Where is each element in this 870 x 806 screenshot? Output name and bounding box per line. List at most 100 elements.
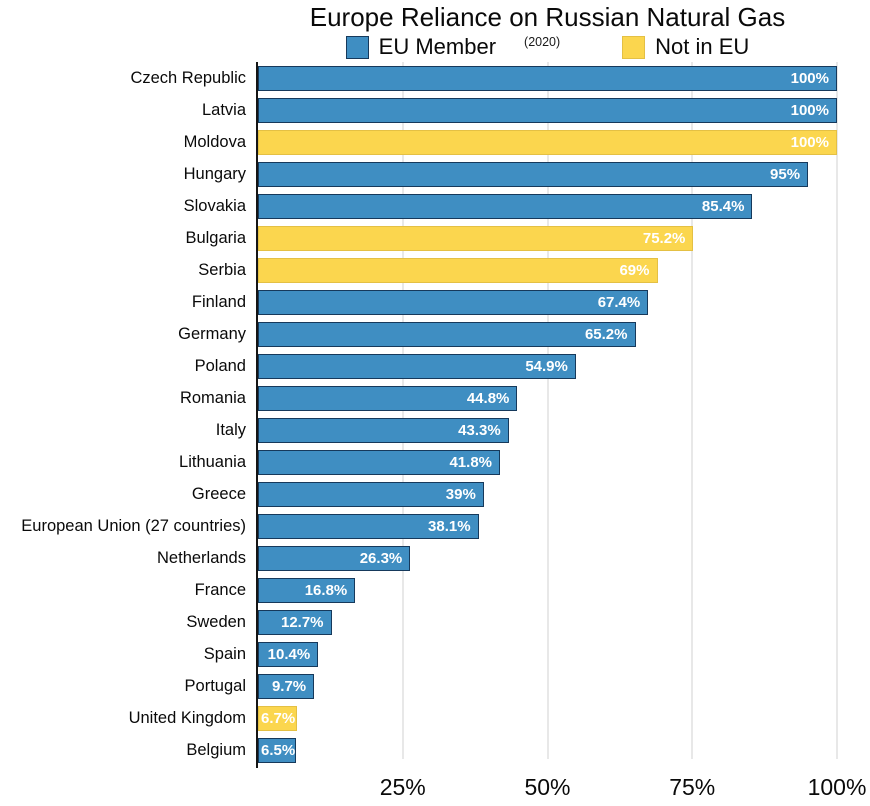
bar: 100% <box>258 97 837 123</box>
bar-row: Portugal 9.7% <box>0 670 870 702</box>
legend-label-not-in-eu: Not in EU <box>655 34 750 59</box>
country-label: Greece <box>191 484 246 503</box>
bar-value-label: 43.3% <box>458 421 501 439</box>
bar-track: 85.4% <box>258 193 837 219</box>
bar-track: 12.7% <box>258 609 837 635</box>
bar-row: Poland 54.9% <box>0 350 870 382</box>
bar-row: Slovakia 85.4% <box>0 190 870 222</box>
bar: 38.1% <box>258 513 479 539</box>
bar: 16.8% <box>258 577 356 603</box>
bar-value-label: 100% <box>790 69 829 87</box>
bar-track: 100% <box>258 65 837 91</box>
bar: 6.5% <box>258 737 296 763</box>
bar-track: 65.2% <box>258 321 837 347</box>
bar-track: 39% <box>258 481 837 507</box>
country-label: Portugal <box>184 676 246 695</box>
bar-value-label: 100% <box>790 101 829 119</box>
bar-value-label: 95% <box>770 165 801 183</box>
x-tick-label: 50% <box>524 774 571 800</box>
bar-row: Spain 10.4% <box>0 638 870 670</box>
bar-value-label: 69% <box>619 261 650 279</box>
bar-track: 100% <box>258 129 837 155</box>
bar-value-label: 85.4% <box>701 197 745 215</box>
bar-row: Latvia 100% <box>0 94 870 126</box>
bar: 69% <box>258 257 658 283</box>
bar: 100% <box>258 65 837 91</box>
bar: 75.2% <box>258 225 694 251</box>
bar-row: Bulgaria 75.2% <box>0 222 870 254</box>
bar: 12.7% <box>258 609 332 635</box>
bar-track: 26.3% <box>258 545 837 571</box>
bar-track: 9.7% <box>258 673 837 699</box>
bar-track: 100% <box>258 97 837 123</box>
bar-row: European Union (27 countries) 38.1% <box>0 510 870 542</box>
bar-track: 44.8% <box>258 385 837 411</box>
bar-row: Lithuania 41.8% <box>0 446 870 478</box>
bar: 100% <box>258 129 837 155</box>
bar-rows: Czech Republic 100% Latvia 100% Moldova 100% H… <box>0 62 870 766</box>
bar-value-label: 39% <box>445 485 476 503</box>
bar-row: Czech Republic 100% <box>0 62 870 94</box>
country-label: Bulgaria <box>185 228 246 247</box>
country-label: Sweden <box>186 612 246 631</box>
bar-value-label: 44.8% <box>466 389 510 407</box>
bar-track: 54.9% <box>258 353 837 379</box>
bar-value-label: 9.7% <box>271 677 307 695</box>
x-tick-label: 25% <box>379 774 426 800</box>
bar-value-label: 10.4% <box>267 645 311 663</box>
chart-title: Europe Reliance on Russian Natural Gas <box>309 2 786 32</box>
bar-row: Sweden 12.7% <box>0 606 870 638</box>
legend: EU Member (2020) Not in EU <box>258 32 837 62</box>
bar: 43.3% <box>258 417 509 443</box>
bar-row: Moldova 100% <box>0 126 870 158</box>
bar-value-label: 26.3% <box>359 549 403 567</box>
bar: 65.2% <box>258 321 636 347</box>
bar-track: 38.1% <box>258 513 837 539</box>
country-label: Moldova <box>183 132 246 151</box>
bar-value-label: 16.8% <box>304 581 348 599</box>
country-label: Spain <box>203 644 246 663</box>
bar-row: Serbia 69% <box>0 254 870 286</box>
country-label: Latvia <box>201 100 246 119</box>
bar-row: Belgium 6.5% <box>0 734 870 766</box>
bar-row: France 16.8% <box>0 574 870 606</box>
bar-value-label: 54.9% <box>525 357 568 375</box>
country-label: Germany <box>178 324 246 343</box>
bar-value-label: 67.4% <box>597 293 641 311</box>
chart-header: Europe Reliance on Russian Natural Gas E… <box>0 0 870 62</box>
eu-member-swatch-icon <box>345 35 369 59</box>
country-label: Netherlands <box>157 548 246 567</box>
bar-track: 6.5% <box>258 737 837 763</box>
country-label: Poland <box>194 356 246 375</box>
bar-track: 16.8% <box>258 577 837 603</box>
bar-value-label: 65.2% <box>584 325 628 343</box>
country-label: European Union (27 countries) <box>21 516 246 535</box>
bar-row: Netherlands 26.3% <box>0 542 870 574</box>
bar: 26.3% <box>258 545 411 571</box>
bar: 9.7% <box>258 673 315 699</box>
country-label: Hungary <box>183 164 246 183</box>
bar-track: 95% <box>258 161 837 187</box>
bar-row: Romania 44.8% <box>0 382 870 414</box>
bar-row: Germany 65.2% <box>0 318 870 350</box>
bar-track: 67.4% <box>258 289 837 315</box>
bar: 85.4% <box>258 193 753 219</box>
country-label: Romania <box>179 388 246 407</box>
bar-track: 10.4% <box>258 641 837 667</box>
not-in-eu-swatch-icon <box>622 35 646 59</box>
bar: 10.4% <box>258 641 319 667</box>
bar: 6.7% <box>258 705 297 731</box>
country-label: Italy <box>215 420 246 439</box>
country-label: Serbia <box>198 260 246 279</box>
year-note: (2020) <box>524 35 561 49</box>
country-label: Czech Republic <box>130 68 246 87</box>
country-label: Finland <box>191 292 246 311</box>
bar: 95% <box>258 161 809 187</box>
bar: 41.8% <box>258 449 501 475</box>
bar-chart: Czech Republic 100% Latvia 100% Moldova 100% H… <box>0 62 870 768</box>
bar-value-label: 6.5% <box>261 741 296 759</box>
x-axis-ticks: 25% 50% 75% 100% <box>258 766 867 806</box>
bar: 54.9% <box>258 353 576 379</box>
legend-item-not-in-eu: Not in EU <box>622 34 749 60</box>
country-label: Belgium <box>186 740 246 759</box>
